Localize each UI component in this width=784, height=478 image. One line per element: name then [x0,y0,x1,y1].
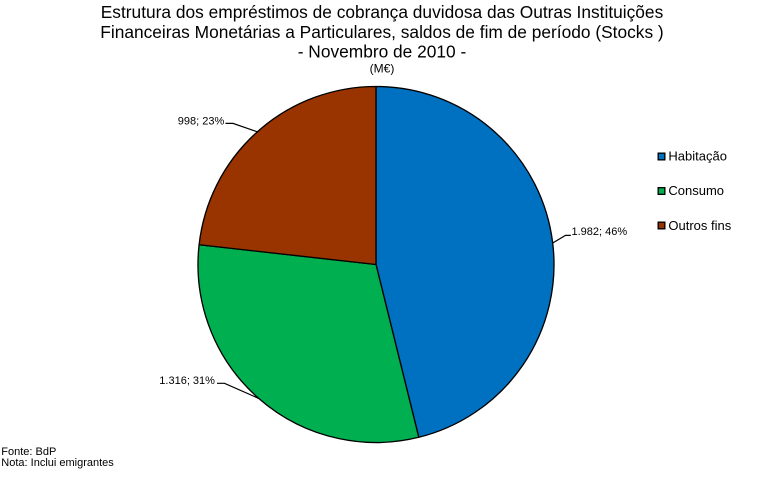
svg-text:1.316; 31%: 1.316; 31% [159,375,215,387]
svg-text:Nota: Inclui emigrantes: Nota: Inclui emigrantes [1,457,114,469]
svg-text:- Novembro de 2010 -: - Novembro de 2010 - [298,42,467,62]
svg-text:Fonte: BdP: Fonte: BdP [1,446,56,458]
svg-text:1.982; 46%: 1.982; 46% [572,226,628,238]
svg-text:Habitação: Habitação [668,149,727,164]
svg-text:Outros fins: Outros fins [668,218,731,233]
svg-text:Estrutura dos empréstimos de c: Estrutura dos empréstimos de cobrança du… [101,2,664,22]
svg-text:998; 23%: 998; 23% [178,116,225,128]
svg-text:Financeiras Monetárias a Parti: Financeiras Monetárias a Particulares, s… [100,22,663,42]
svg-text:(M€): (M€) [370,61,395,75]
svg-text:Consumo: Consumo [668,183,724,198]
